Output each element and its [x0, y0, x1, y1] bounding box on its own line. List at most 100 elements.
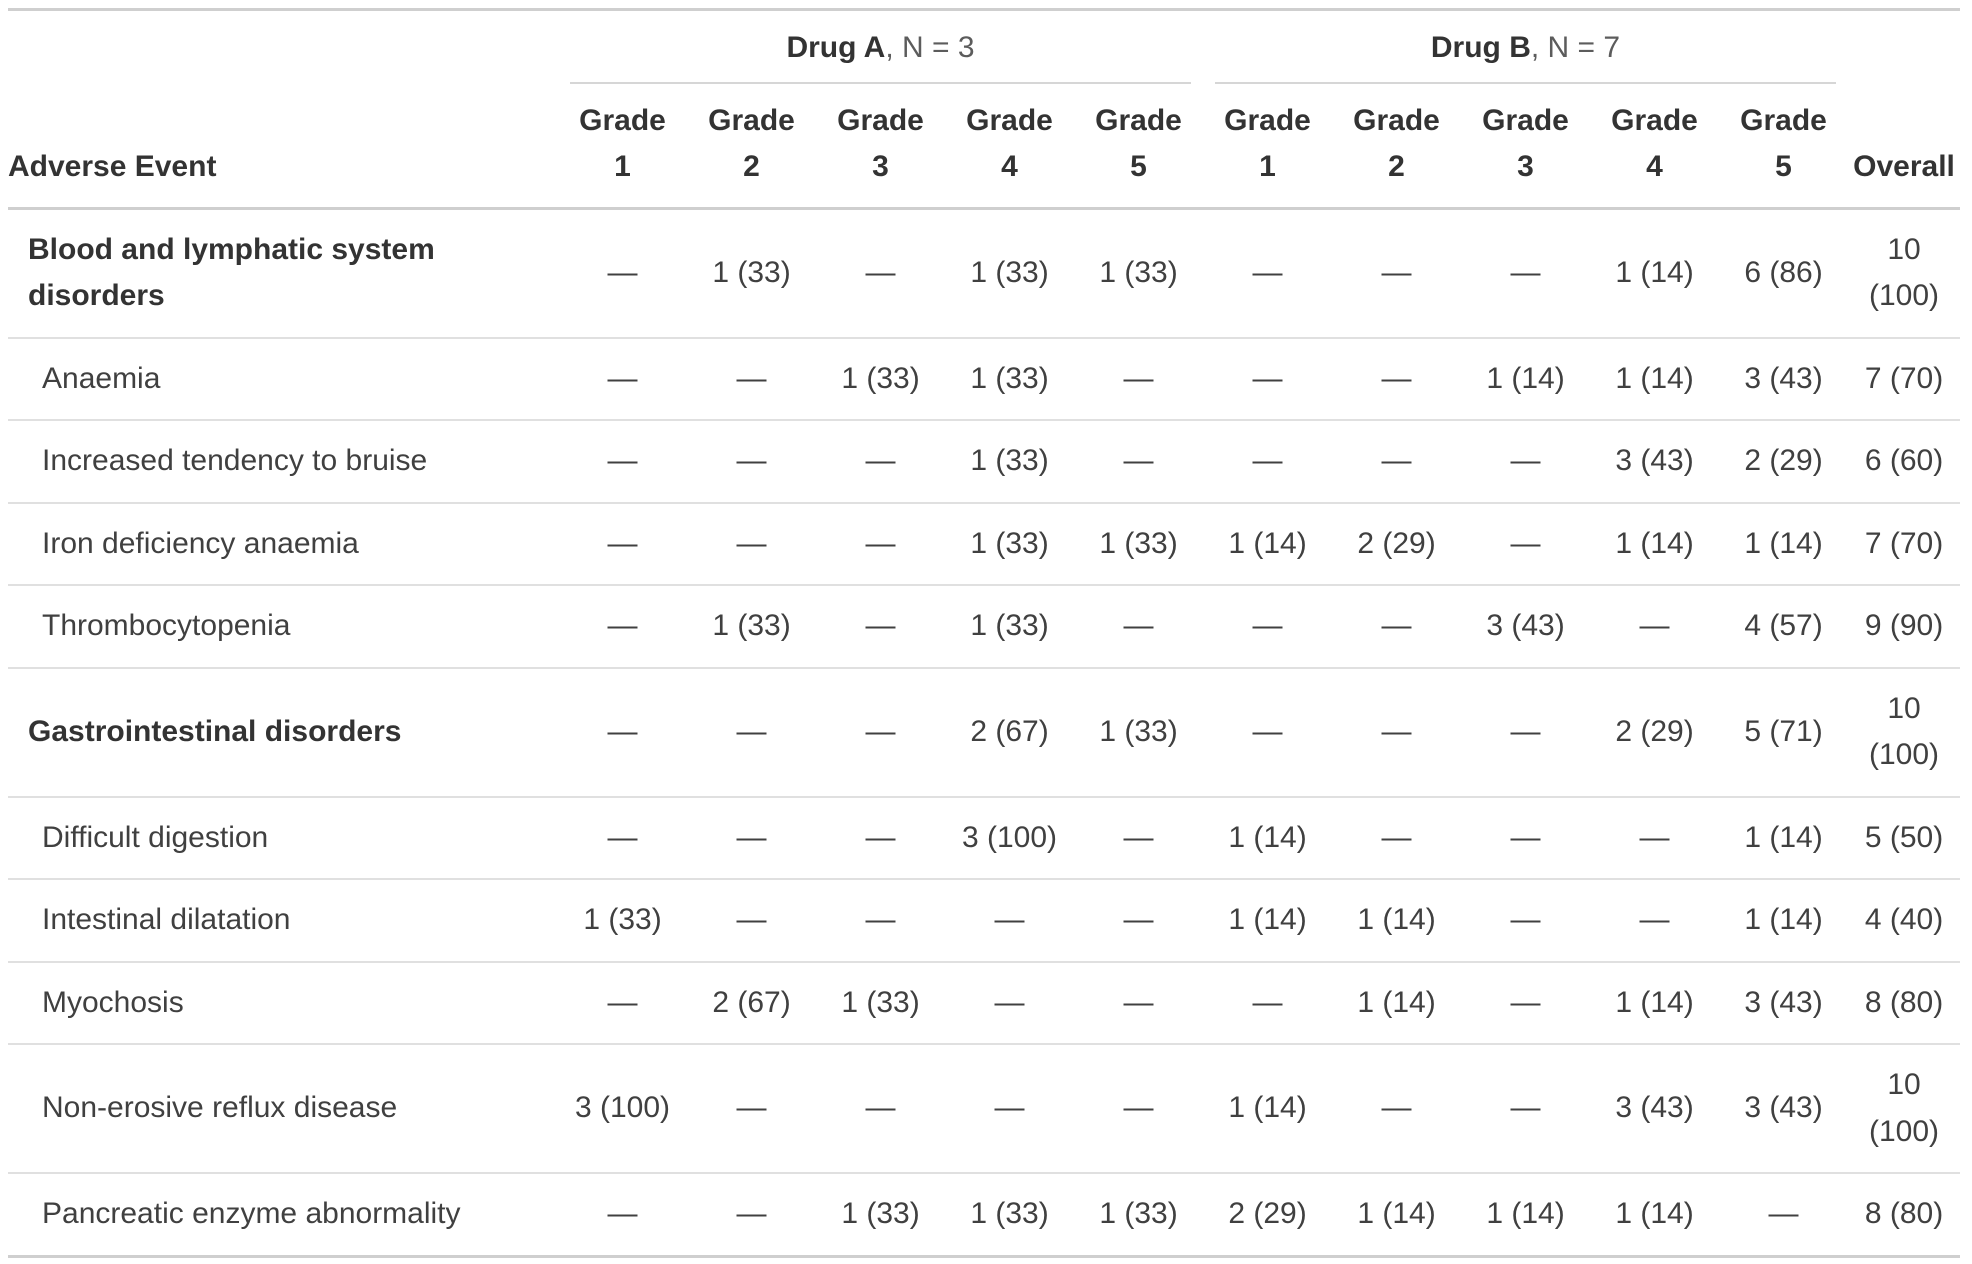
- value-cell: 1 (14): [1228, 903, 1307, 936]
- value-cell: —: [1252, 714, 1283, 748]
- value-cell: 3 (100): [574, 1091, 671, 1125]
- value-cell: —: [607, 526, 638, 560]
- grade-number: 4: [1001, 150, 1018, 183]
- value-cell: —: [865, 526, 896, 560]
- value-cell: —: [1510, 526, 1541, 560]
- grade-header: Grade 1: [1203, 83, 1332, 210]
- grade-word: Grade: [837, 103, 924, 137]
- value-cell: —: [736, 820, 767, 854]
- drug-a-spanner-label: Drug A, N = 3: [570, 25, 1191, 84]
- value-cell: —: [1510, 714, 1541, 748]
- value-cell: —: [994, 903, 1025, 936]
- value-cell: —: [1381, 444, 1412, 477]
- spanner-spacer-right: [1848, 10, 1960, 84]
- value-cell: 4 (57): [1744, 609, 1823, 642]
- value-cell: —: [607, 609, 638, 642]
- event-row-label: Iron deficiency anaemia: [42, 526, 359, 560]
- drug-a-spanner: Drug A, N = 3: [558, 10, 1203, 84]
- value-cell: —: [1639, 609, 1670, 642]
- value-cell: —: [607, 985, 638, 1019]
- value-cell: 1 (14): [1615, 526, 1694, 560]
- grade-number: 5: [1775, 150, 1792, 183]
- value-cell: —: [1123, 1091, 1154, 1125]
- column-header-row: Adverse Event Grade 1 Grade 2 Grade 3 Grade 4 Gr…: [8, 83, 1961, 210]
- table-header: Drug A, N = 3 Drug B, N = 7 Adverse Even…: [8, 10, 1961, 210]
- value-cell: 1 (33): [1099, 714, 1178, 748]
- value-cell: —: [607, 820, 638, 854]
- value-cell: 1 (14): [1228, 526, 1307, 560]
- value-cell: —: [865, 444, 896, 477]
- value-cell: 2 (67): [970, 714, 1049, 748]
- value-cell: 5 (71): [1744, 714, 1823, 748]
- table-row: Non-erosive reflux disease 3 (100) — — — — 1 (…: [8, 1044, 1961, 1173]
- value-cell: 1 (33): [1099, 255, 1178, 289]
- event-row-label: Increased tendency to bruise: [42, 444, 428, 477]
- value-cell: 1 (33): [841, 361, 920, 395]
- table-row: Blood and lymphatic system disorders — 1 (…: [8, 208, 1961, 338]
- overall-header: Overall: [1848, 83, 1961, 210]
- value-cell: —: [736, 361, 767, 395]
- value-cell: 1 (14): [1228, 820, 1307, 854]
- group-row-label: Blood and lymphatic system disorders: [28, 232, 435, 313]
- value-cell: 3 (100): [961, 820, 1058, 854]
- value-cell: 1 (33): [970, 444, 1049, 477]
- overall-cell: 4 (40): [1864, 903, 1944, 936]
- grade-header: Grade 5: [1719, 83, 1849, 210]
- grade-header: Grade 1: [558, 83, 687, 210]
- grade-number: 4: [1646, 150, 1663, 183]
- value-cell: —: [1510, 903, 1541, 936]
- value-cell: —: [607, 444, 638, 477]
- table-row: Iron deficiency anaemia — — — 1 (33) 1 (33) 1 …: [8, 503, 1961, 585]
- grade-word: Grade: [966, 103, 1053, 137]
- grade-number: 2: [743, 150, 760, 183]
- value-cell: 2 (29): [1744, 444, 1823, 477]
- value-cell: 3 (43): [1744, 1091, 1823, 1125]
- value-cell: 2 (67): [712, 985, 791, 1019]
- grade-header: Grade 5: [1074, 83, 1203, 210]
- spanner-spacer-left: [8, 10, 558, 84]
- grade-word: Grade: [1740, 103, 1827, 137]
- value-cell: —: [736, 444, 767, 477]
- value-cell: 1 (33): [970, 609, 1049, 642]
- value-cell: —: [1252, 444, 1283, 477]
- grade-word: Grade: [1482, 103, 1569, 137]
- event-row-label: Intestinal dilatation: [42, 903, 291, 936]
- event-row-label: Thrombocytopenia: [42, 609, 291, 642]
- value-cell: —: [865, 903, 896, 936]
- value-cell: —: [1381, 714, 1412, 748]
- grade-number: 3: [1517, 150, 1534, 183]
- value-cell: —: [865, 714, 896, 748]
- overall-cell: 6 (60): [1864, 444, 1944, 477]
- value-cell: 1 (14): [1228, 1091, 1307, 1125]
- value-cell: —: [1510, 444, 1541, 477]
- overall-cell: 9 (90): [1864, 609, 1944, 642]
- value-cell: 1 (14): [1615, 255, 1694, 289]
- grade-number: 5: [1130, 150, 1147, 183]
- grade-number: 2: [1388, 150, 1405, 183]
- overall-cell: 10 (100): [1868, 232, 1940, 313]
- value-cell: —: [1123, 444, 1154, 477]
- value-cell: —: [736, 1091, 767, 1125]
- value-cell: 2 (29): [1357, 526, 1436, 560]
- overall-cell: 10 (100): [1868, 691, 1940, 772]
- grade-word: Grade: [1095, 103, 1182, 137]
- value-cell: 1 (33): [583, 903, 662, 936]
- grade-header: Grade 3: [816, 83, 945, 210]
- value-cell: —: [1381, 361, 1412, 395]
- value-cell: —: [994, 1091, 1025, 1125]
- value-cell: —: [1252, 361, 1283, 395]
- grade-header: Grade 4: [1590, 83, 1719, 210]
- value-cell: 1 (33): [841, 985, 920, 1019]
- value-cell: —: [1252, 609, 1283, 642]
- value-cell: —: [1381, 609, 1412, 642]
- value-cell: —: [1510, 255, 1541, 289]
- value-cell: —: [1639, 820, 1670, 854]
- event-row-label: Myochosis: [42, 985, 184, 1019]
- grade-header: Grade 4: [945, 83, 1074, 210]
- value-cell: 1 (14): [1744, 903, 1823, 936]
- drug-b-n: , N = 7: [1530, 31, 1621, 64]
- grade-header: Grade 3: [1461, 83, 1590, 210]
- value-cell: —: [1639, 903, 1670, 936]
- value-cell: 1 (33): [712, 255, 791, 289]
